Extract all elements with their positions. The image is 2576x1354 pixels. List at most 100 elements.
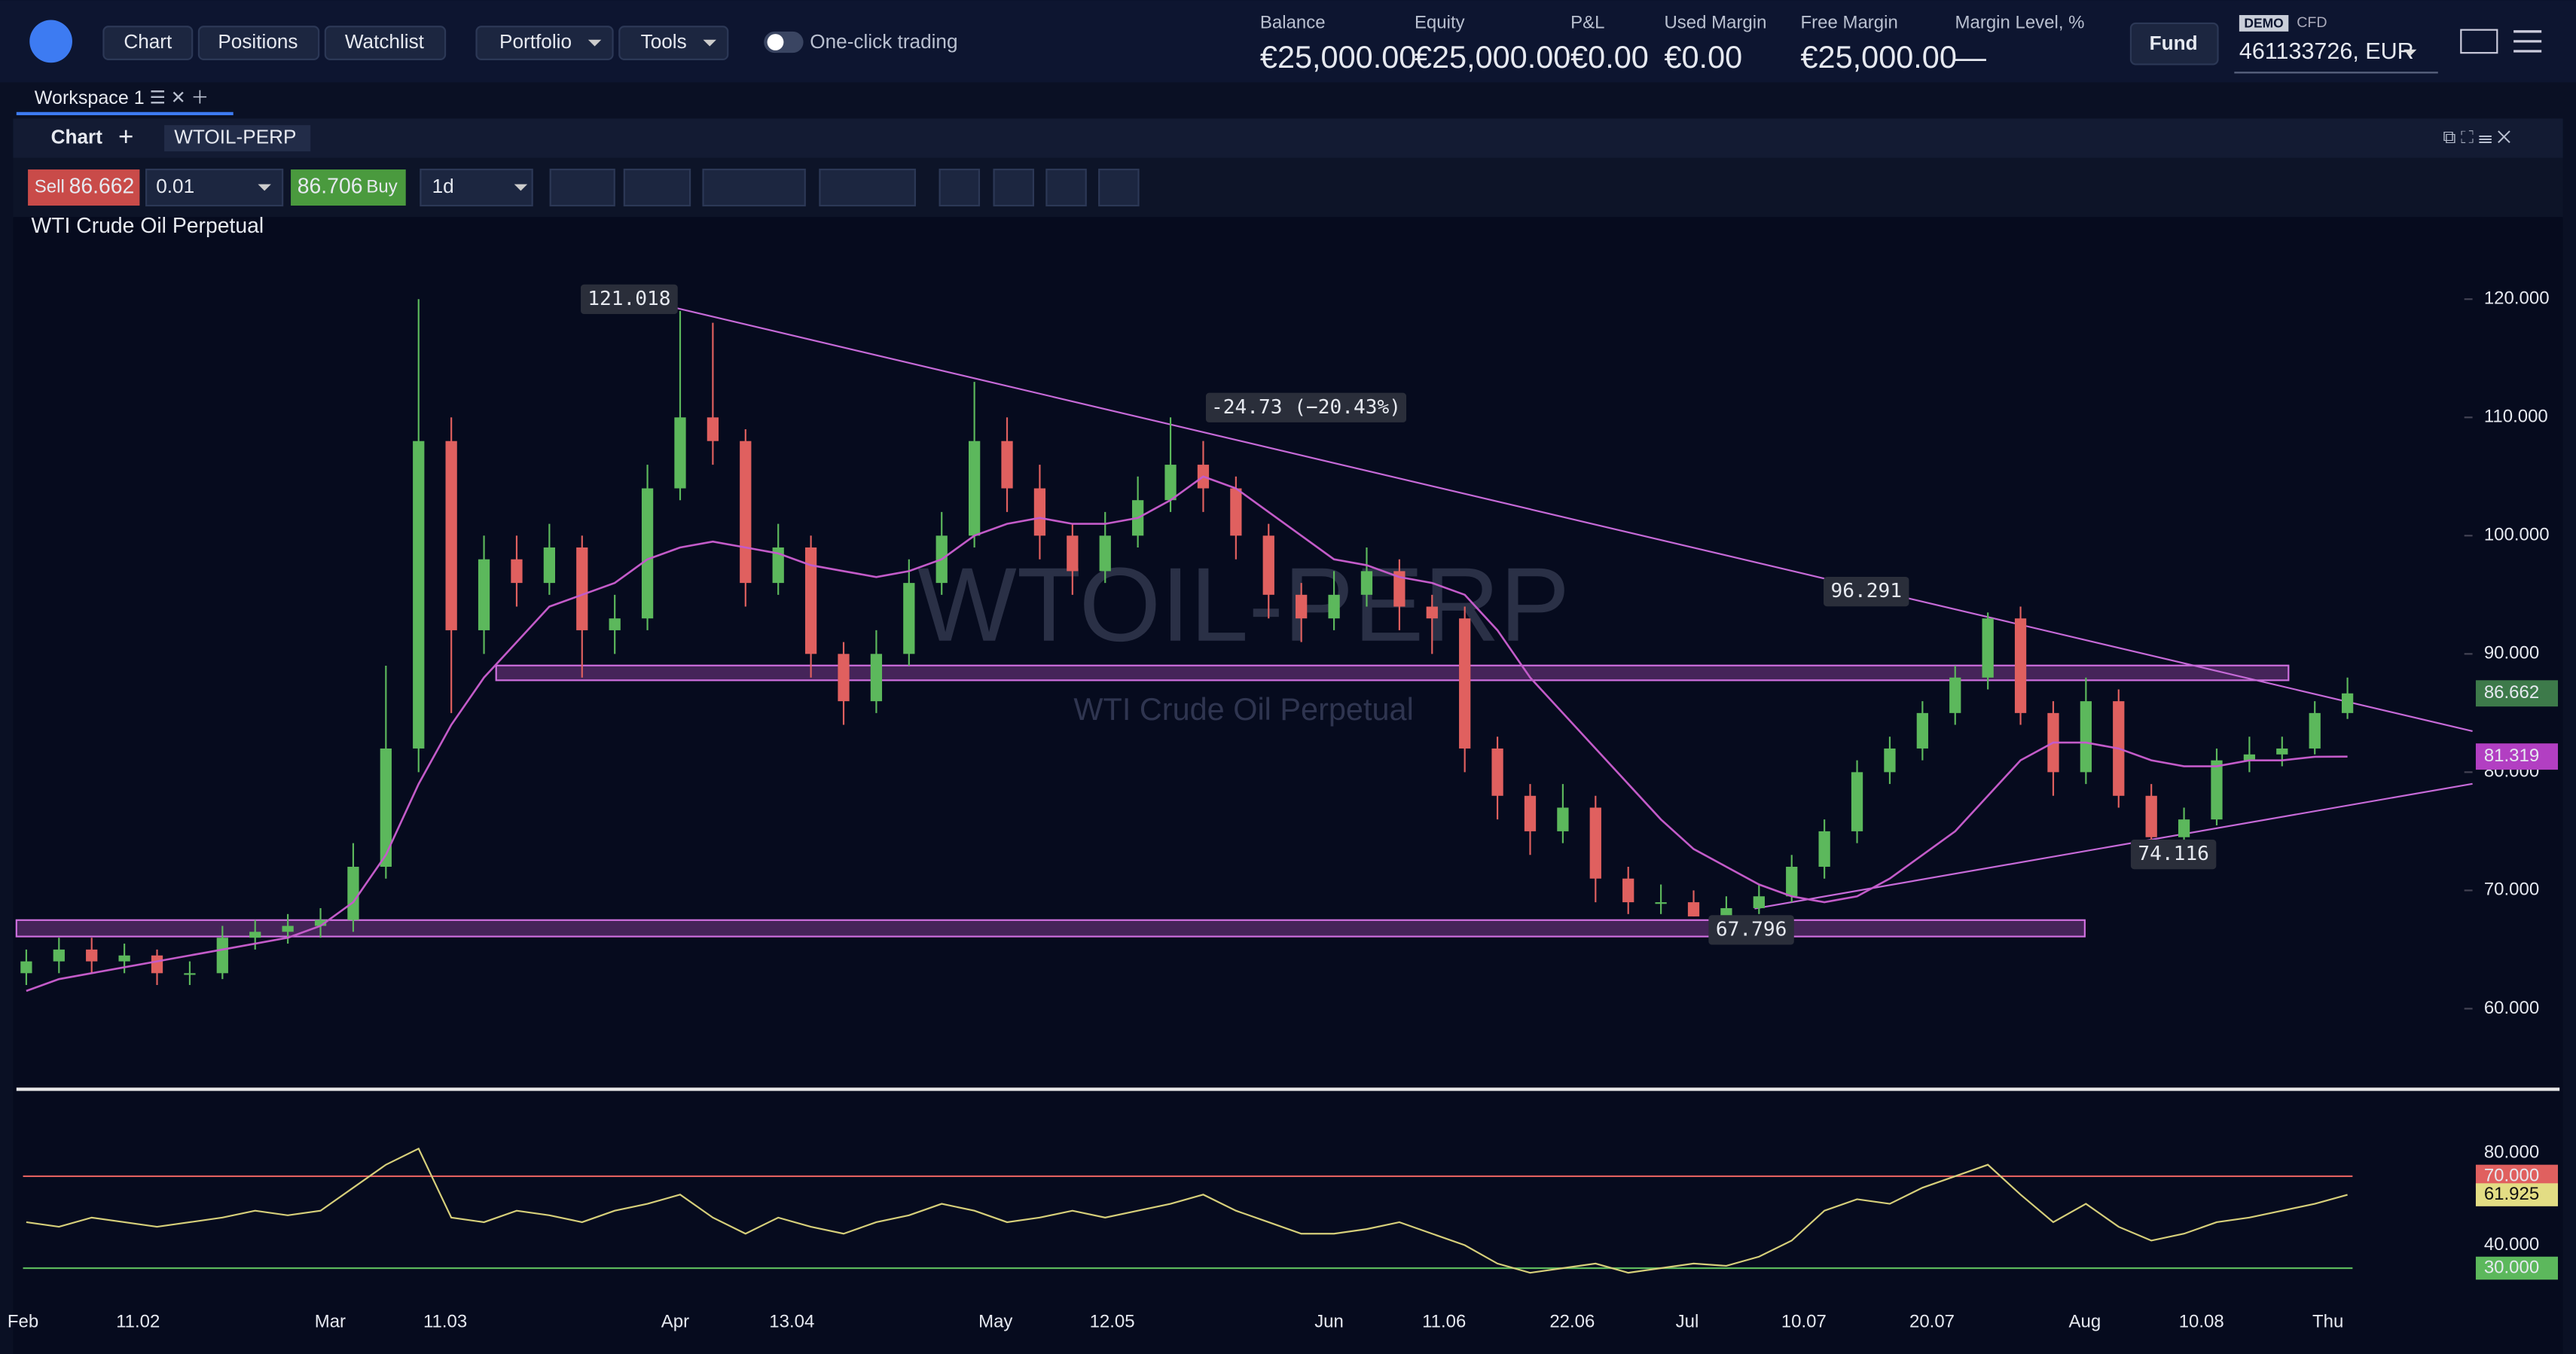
stat-value: —	[1955, 39, 1987, 75]
account[interactable]: 461133726, EUR	[2239, 38, 2414, 64]
sell-label[interactable]: Sell	[35, 176, 65, 197]
nav-button[interactable]	[102, 26, 194, 60]
x-tick-label: 10.07	[1781, 1312, 1827, 1332]
add-icon[interactable]: +	[118, 122, 133, 151]
candle-body	[1655, 902, 1667, 904]
x-tick-label: 11.02	[116, 1312, 160, 1332]
interval-value[interactable]: 1d	[432, 175, 454, 197]
buy-label[interactable]: Buy	[366, 176, 397, 197]
drawing-tool[interactable]	[819, 168, 916, 207]
menu-button[interactable]	[475, 26, 614, 60]
fund-button[interactable]	[2129, 22, 2219, 66]
nav-label[interactable]: Chart	[124, 30, 172, 53]
rsi-tick-label: 80.000	[2484, 1142, 2539, 1163]
x-tick-label: 20.07	[1909, 1312, 1955, 1332]
interval[interactable]	[420, 168, 533, 207]
quantity-value[interactable]: 0.01	[156, 175, 194, 197]
nav-button[interactable]	[324, 26, 447, 60]
candle-body	[2014, 618, 2027, 713]
candle-body	[151, 955, 163, 974]
annotation-box	[1824, 576, 1909, 607]
price-badge	[2475, 680, 2559, 707]
account-stats: Balance€25,000.00Equity€25,000.00P&L€0.0…	[1260, 12, 2085, 75]
x-tick-label: Jun	[1314, 1312, 1344, 1332]
moving-average	[26, 475, 2348, 993]
annotation-box	[581, 284, 678, 314]
candle-body	[903, 583, 915, 654]
annotation: 121.018	[588, 288, 670, 310]
candle-body	[641, 488, 654, 619]
candle-body	[184, 973, 196, 975]
stat-label: Free Margin	[1801, 12, 1898, 32]
chart-type-tool[interactable]	[549, 168, 615, 207]
candle-body	[1720, 907, 1732, 916]
candle-body	[1949, 677, 1961, 713]
logo	[29, 20, 72, 63]
cursor-tool[interactable]	[623, 168, 691, 207]
x-tick-label: 22.06	[1549, 1312, 1595, 1332]
ma-badge	[2475, 743, 2559, 770]
workspace-tab[interactable]: Workspace 1	[35, 87, 145, 108]
nav-button[interactable]	[197, 26, 320, 60]
caret	[258, 184, 271, 191]
candle-body	[772, 547, 784, 584]
candle-body	[53, 949, 65, 962]
zone	[15, 919, 2086, 938]
plot: 60.00070.00080.00090.000100.000110.00012…	[8, 284, 2559, 1332]
symbol[interactable]: WTOIL-PERP	[174, 125, 296, 148]
candle-body	[1360, 571, 1373, 595]
menu-label[interactable]: Tools	[641, 30, 687, 53]
nav-label[interactable]: Positions	[218, 30, 298, 53]
settings[interactable]	[1098, 168, 1140, 207]
candle-body	[1296, 594, 1308, 619]
watermark-subtitle: WTI Crude Oil Perpetual	[1073, 691, 1413, 727]
indicators[interactable]	[1045, 168, 1087, 207]
ma-label: 81.319	[2484, 746, 2539, 766]
candle-body	[2341, 693, 2354, 713]
symbol-box[interactable]	[164, 125, 311, 152]
x-tick-label: 12.05	[1090, 1312, 1135, 1332]
stat-label: Equity	[1415, 12, 1465, 32]
sell-price[interactable]: 86.662	[69, 175, 135, 199]
layout-icon[interactable]	[2460, 29, 2498, 54]
buy-button[interactable]	[291, 169, 406, 206]
panel-tab[interactable]: Chart	[51, 125, 103, 148]
candle-body	[2080, 701, 2092, 773]
candle-body	[1164, 465, 1177, 501]
fund-label[interactable]: Fund	[2150, 32, 2198, 54]
time-tool[interactable]	[702, 168, 806, 207]
candle-body	[1262, 535, 1274, 595]
rsi-tick-label: 70.000	[2484, 1165, 2539, 1185]
window-icons[interactable]: ⧉ ⛶ ☰ ✕	[2443, 127, 2510, 148]
candle-body	[445, 441, 457, 630]
menu-icon[interactable]	[2513, 30, 2542, 53]
nav-label[interactable]: Watchlist	[345, 30, 425, 53]
x-tick-label: May	[978, 1312, 1012, 1332]
chart-title: WTI Crude Oil Perpetual	[31, 214, 264, 238]
sell-button[interactable]	[28, 169, 140, 206]
candle-body	[707, 417, 719, 441]
panel-header	[13, 118, 2563, 158]
annotation: 74.116	[2138, 843, 2208, 865]
x-tick-label: Mar	[315, 1312, 346, 1332]
candle-body	[1033, 488, 1046, 536]
rsi-tick-label: 40.000	[2484, 1234, 2539, 1255]
zoom-in[interactable]	[993, 168, 1035, 207]
stat-label: Used Margin	[1664, 12, 1766, 32]
y-tick-label: 90.000	[2484, 643, 2539, 663]
buy-price[interactable]: 86.706	[298, 175, 363, 199]
zoom-out[interactable]	[939, 168, 981, 207]
candle-body	[1622, 878, 1634, 903]
tab-icons[interactable]: ☰ ✕ ＋	[149, 88, 209, 108]
menu-label[interactable]: Portfolio	[499, 30, 572, 53]
x-tick-label: Apr	[661, 1312, 689, 1332]
rsi-level-badge	[2475, 1256, 2559, 1280]
menu-button[interactable]	[618, 26, 729, 60]
rsi-badge	[2475, 1183, 2559, 1206]
candle-body	[1099, 535, 1111, 572]
candle-body	[511, 559, 523, 584]
stat-value: €25,000.00	[1415, 39, 1570, 75]
x-tick-label: Jul	[1676, 1312, 1699, 1332]
quantity[interactable]	[145, 168, 284, 207]
toggle-label[interactable]: One-click trading	[810, 30, 957, 53]
